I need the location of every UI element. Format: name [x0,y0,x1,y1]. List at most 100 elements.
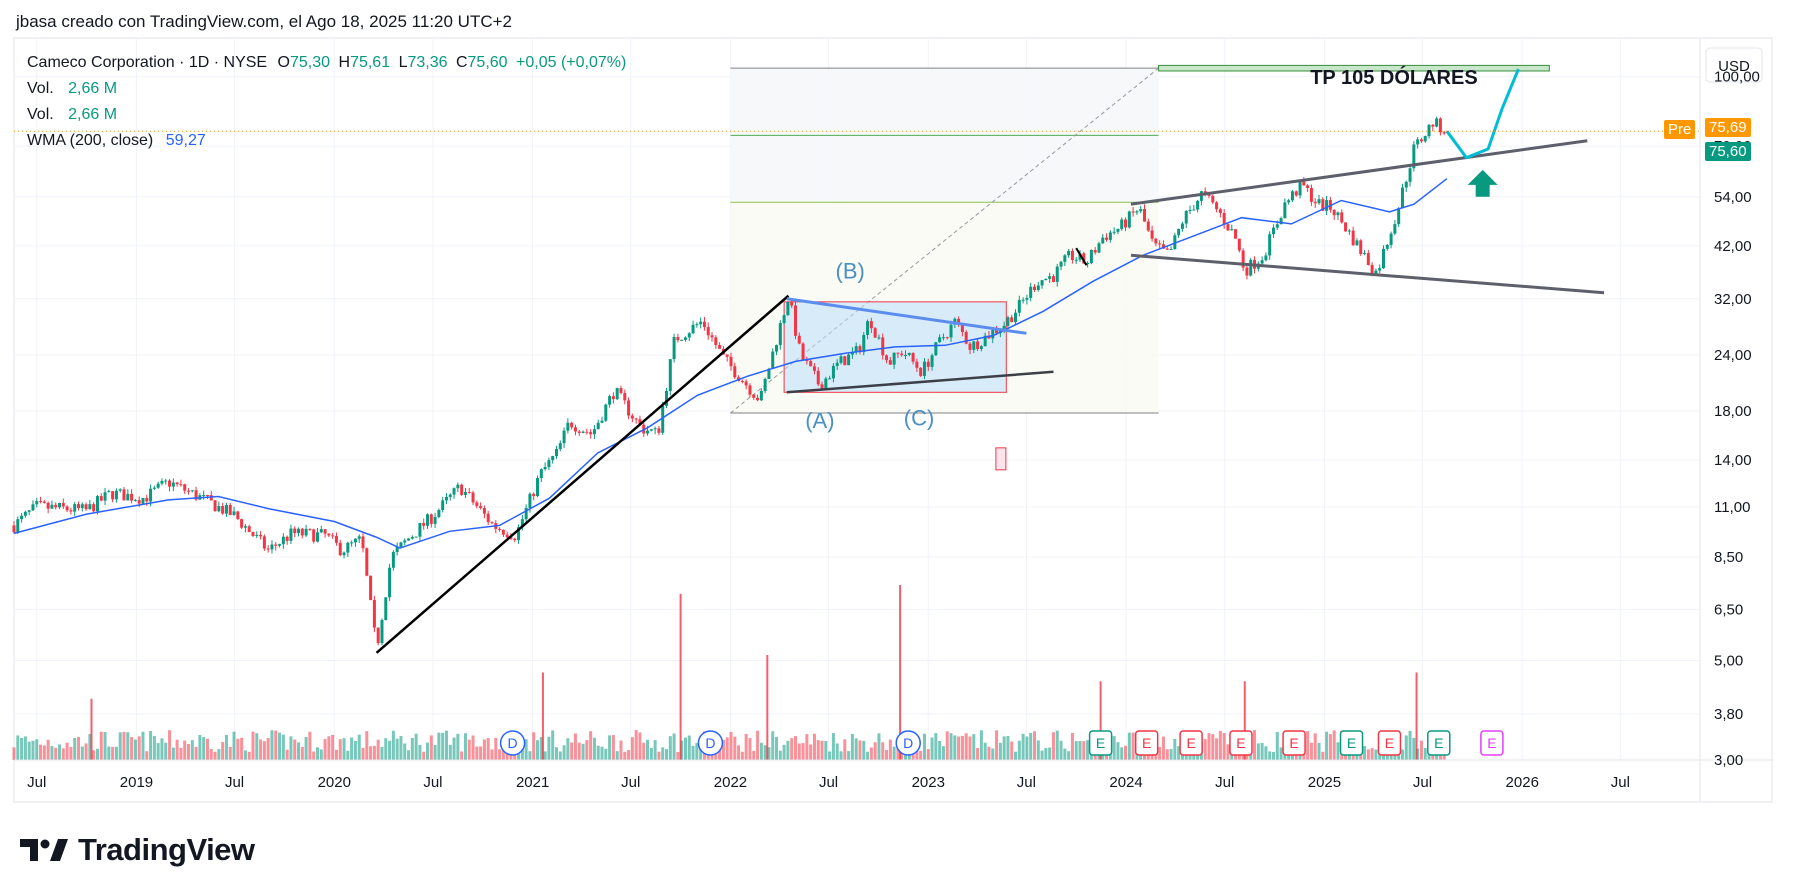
candle-body [979,346,983,350]
candle-body [911,352,915,362]
candle-body [619,388,623,394]
candle-body [410,537,414,539]
candle-body [27,510,31,512]
volume-bar [501,743,505,760]
candle-body [407,538,411,541]
candle-body [452,488,456,495]
volume-bar [380,747,384,760]
legend-high: 75,61 [350,54,391,71]
volume-bar [1055,730,1059,760]
volume-bar [699,743,703,760]
volume-bar [315,747,319,760]
candle-body [1351,230,1355,246]
candle-body [42,501,46,503]
candle-body [881,337,885,356]
volume-bar [1268,751,1272,760]
candle-body [528,493,532,508]
volume-bar [1025,736,1029,760]
channel-upper-line [1130,139,1588,206]
candle-body [775,345,779,352]
volume-bar [926,749,930,760]
volume-bar [922,733,926,760]
volume-bar [221,741,225,760]
candle-body [866,321,870,335]
candle-body [1427,124,1431,137]
earnings-marker [1134,730,1159,756]
candle-body [1222,213,1226,225]
volume-bar [1169,749,1173,760]
candle-body [623,393,627,401]
volume-bar [300,746,304,760]
candle-body [1230,229,1234,231]
volume-bar [543,751,547,760]
candle-body [1241,250,1245,268]
time-tick-label: Jul [819,774,838,791]
candle-body [763,379,767,392]
pre-label: Pre [1664,120,1696,139]
candle-body [1036,285,1040,291]
candle-body [1359,240,1363,255]
candle-body [858,346,862,353]
candle-body [384,597,388,620]
candle-body [1074,259,1078,261]
volume-bar [752,751,756,760]
candle-body [520,519,524,528]
candlesticks [12,116,1446,646]
candle-body [213,500,217,512]
candle-body [1344,222,1348,232]
legend-wma: WMA (200, close) 59,27 [27,132,206,150]
volume-bar [1116,742,1120,760]
candle-body [270,544,274,550]
volume-bar [308,731,312,760]
candle-body [460,484,464,495]
volume-bar [179,747,183,760]
candle-body [164,480,168,482]
volume-bar [539,736,543,760]
candle-body [259,534,263,537]
candle-body [338,542,342,556]
candle-body [1400,187,1404,209]
candle-body [885,355,889,361]
volume-bar [54,747,58,760]
candle-body [498,528,502,530]
volume-bar [630,737,634,760]
volume-bar [297,742,301,760]
volume-bar [558,751,562,760]
volume-bar [1332,730,1336,760]
time-tick-label: Jul [27,774,46,791]
candle-body [532,493,536,497]
candle-body [1279,218,1283,225]
candle-body [441,500,445,511]
candle-body [433,517,437,524]
candle-body [539,469,543,479]
candle-body [991,330,995,339]
candle-body [847,354,851,366]
volume-bar [175,739,179,760]
candle-body [243,526,247,528]
volume-bar [1279,747,1283,760]
volume-bar [35,739,39,760]
volume-bar [437,732,441,760]
candle-body [391,552,395,568]
candle-body [793,305,797,336]
volume-bar [1051,732,1055,760]
volume-bar [217,749,221,760]
volume-bar [1374,749,1378,760]
time-tick-label: Jul [423,774,442,791]
volume-bar [858,740,862,760]
candle-body [1154,238,1158,244]
volume-bar [376,739,380,760]
tradingview-logo[interactable]: TradingView [18,832,255,868]
price-tick-label: 42,00 [1714,238,1752,255]
volume-bar [930,737,934,760]
volume-bar [1260,742,1264,760]
candle-body [1093,249,1097,253]
candle-body [968,343,972,350]
volume-bar [991,748,995,760]
channel-lower-line [1130,253,1605,295]
volume-bar [433,745,437,760]
volume-bar [1222,732,1226,760]
volume-bar [972,734,976,760]
legend-volume-1: Vol. 2,66 M [27,80,117,98]
